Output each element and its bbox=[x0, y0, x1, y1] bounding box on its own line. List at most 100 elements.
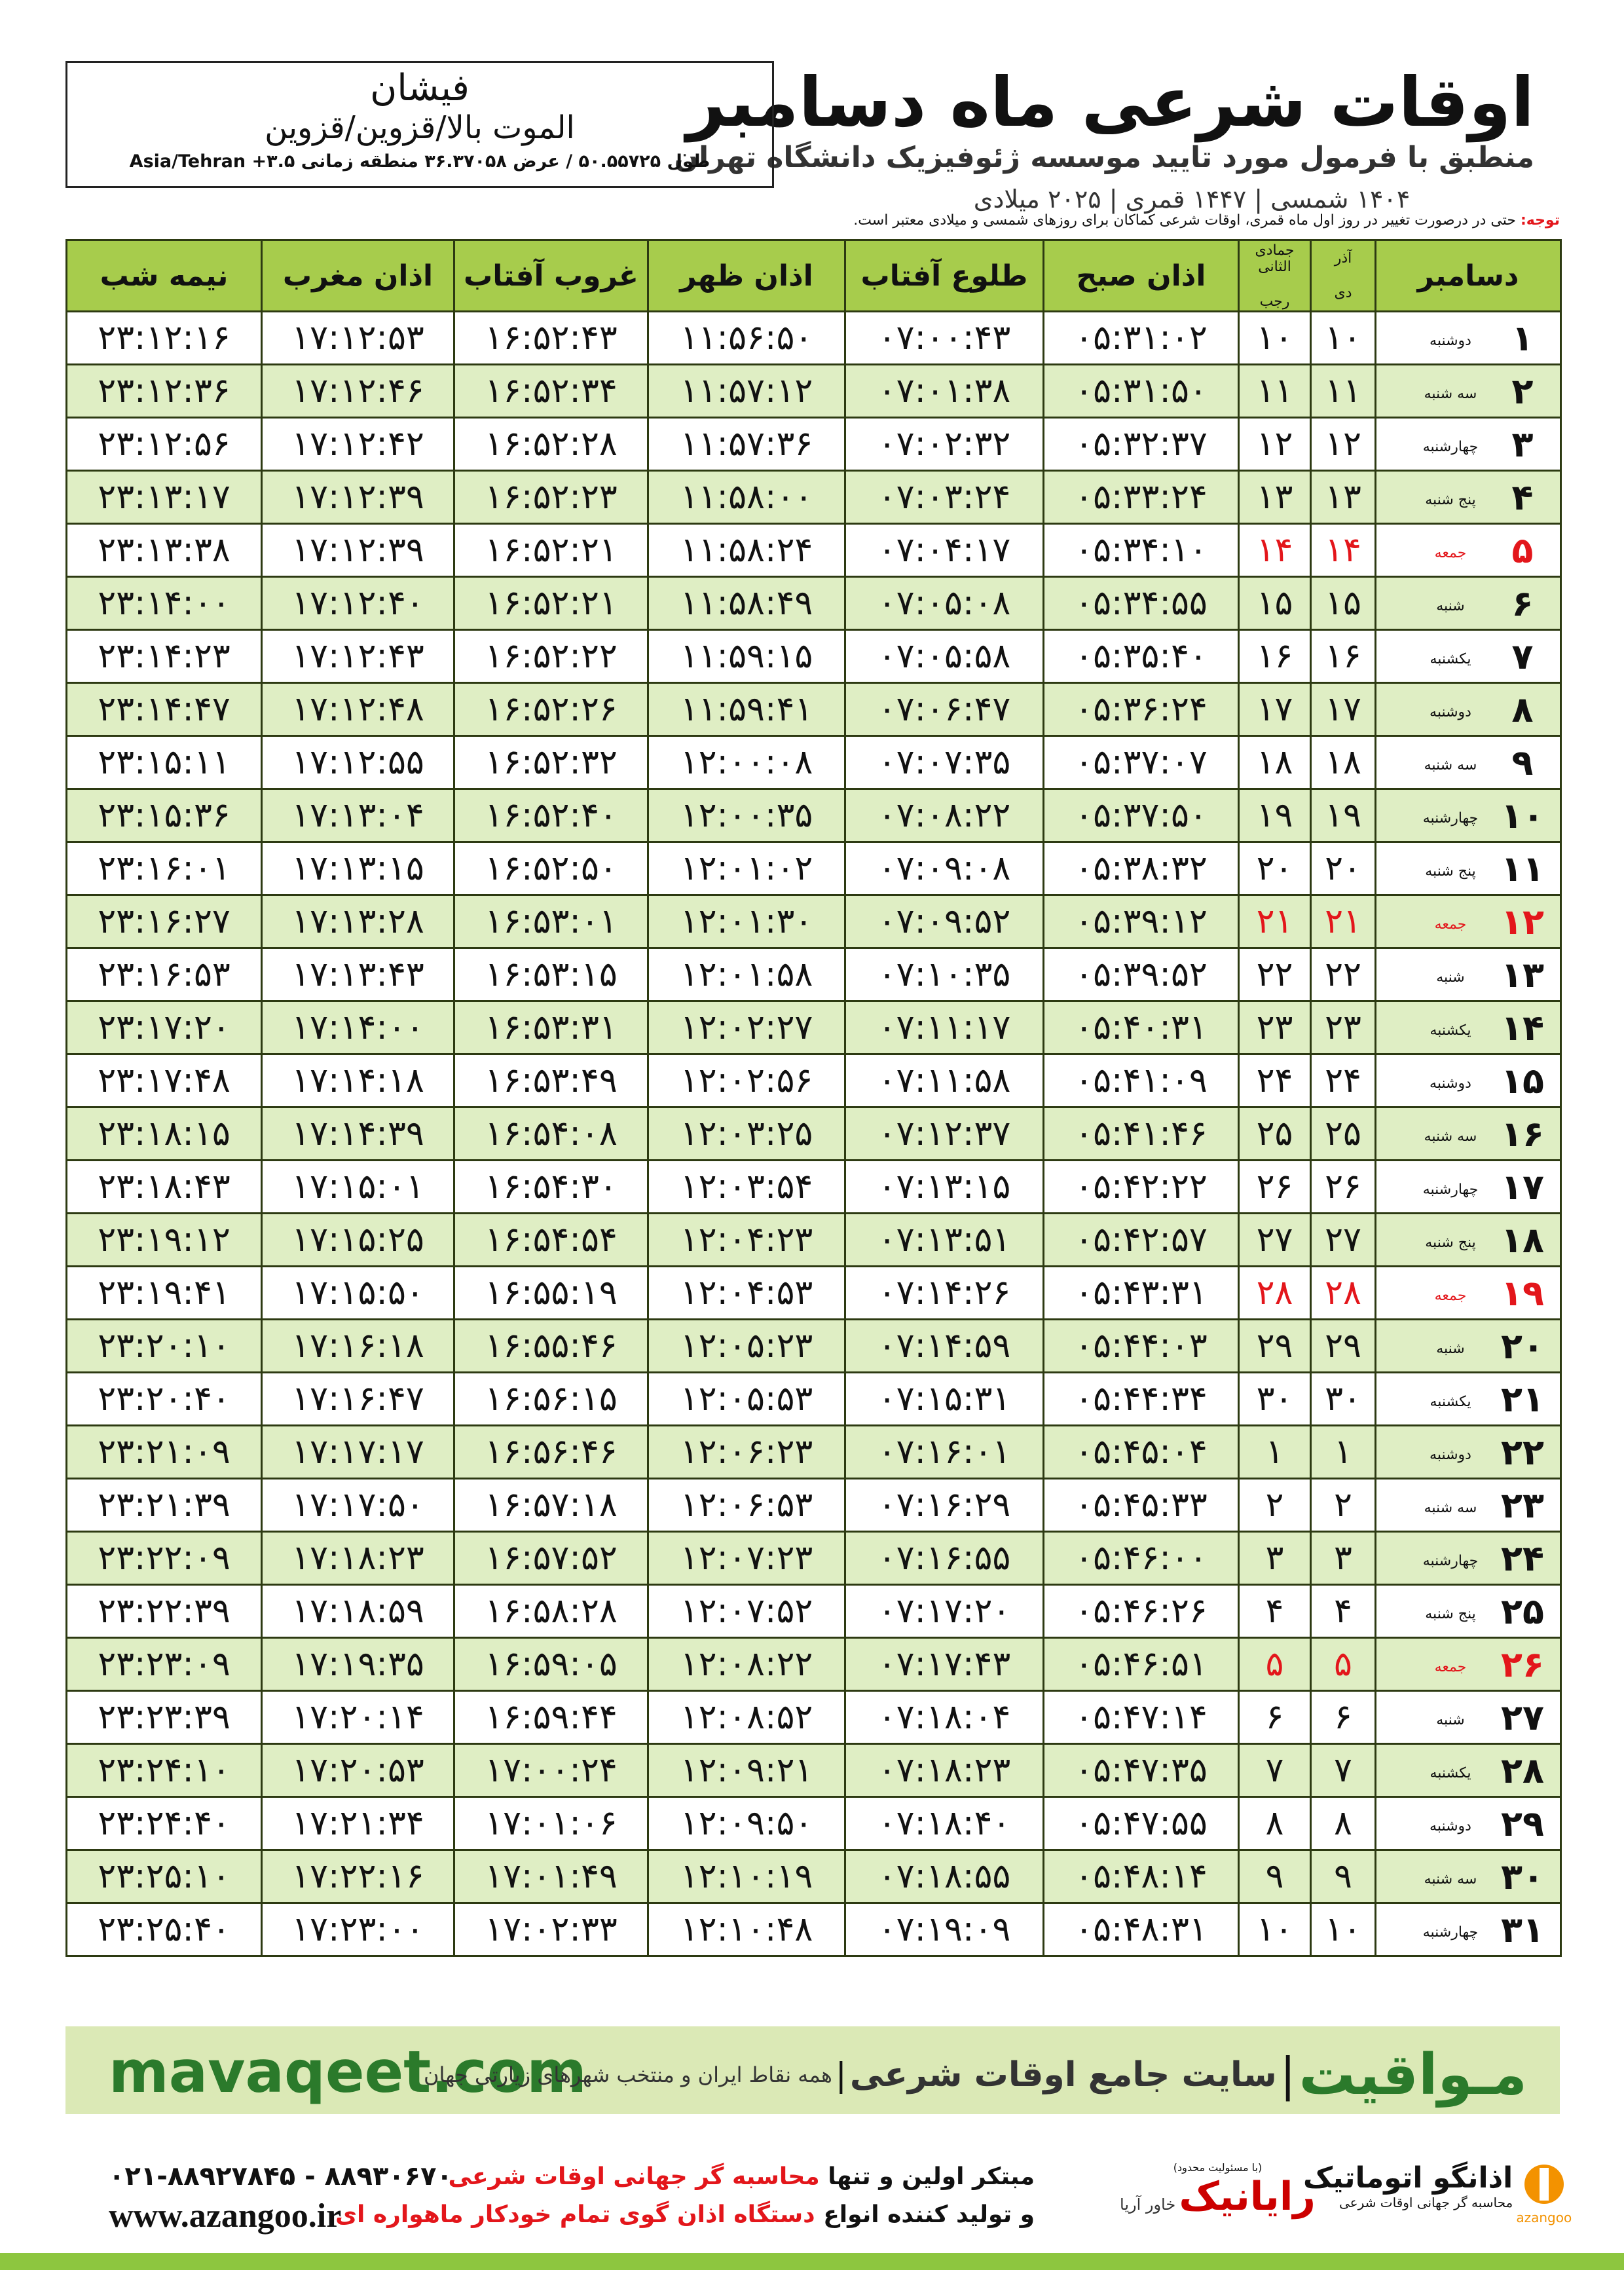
time-cell: ۲۳:۱۶:۰۱ bbox=[65, 841, 263, 896]
time-cell: ۱۶:۵۳:۴۹ bbox=[453, 1053, 649, 1108]
day-number: ۱۵ bbox=[1501, 1060, 1544, 1102]
time-cell: ۱۱:۵۶:۵۰ bbox=[647, 310, 846, 365]
time-cell: ۱۲:۰۲:۵۶ bbox=[647, 1053, 846, 1108]
time-cell: ۰۵:۳۸:۳۲ bbox=[1043, 841, 1240, 896]
day-cell: ۱۸ پنج شنبه bbox=[1375, 1212, 1562, 1267]
lunar-day: ۲۹ bbox=[1238, 1318, 1312, 1373]
time-cell: ۰۷:۰۶:۴۷ bbox=[844, 682, 1044, 737]
text: و تولید کننده انواع bbox=[823, 2201, 1035, 2228]
time-cell: ۲۳:۱۴:۰۰ bbox=[65, 576, 263, 631]
day-number: ۲۶ bbox=[1501, 1643, 1544, 1685]
weekday: چهارشنبه bbox=[1422, 810, 1479, 827]
time-cell: ۲۳:۲۵:۱۰ bbox=[65, 1849, 263, 1904]
table-row: ۲۰شنبه ۲۹ ۲۹ ۰۵:۴۴:۰۳ ۰۷:۱۴:۵۹ ۱۲:۰۵:۲۳ ۱۶:۵۵:… bbox=[65, 1318, 1562, 1373]
solar-day: ۲۷ bbox=[1310, 1212, 1376, 1267]
time-cell: ۱۶:۵۷:۱۸ bbox=[453, 1478, 649, 1533]
lunar-day: ۸ bbox=[1238, 1796, 1312, 1851]
text: رایانیک bbox=[1179, 2174, 1316, 2220]
solar-day: ۲۹ bbox=[1310, 1318, 1376, 1373]
header-cell: اذان صبح bbox=[1043, 239, 1240, 312]
day-number: ۲۹ bbox=[1501, 1802, 1544, 1844]
time-cell: ۱۷:۱۴:۰۰ bbox=[261, 1000, 455, 1055]
time-cell: ۱۲:۰۰:۳۵ bbox=[647, 788, 846, 843]
header-cell: اذان مغرب bbox=[261, 239, 455, 312]
time-cell: ۲۳:۱۶:۲۷ bbox=[65, 894, 263, 949]
azangoo-logo: azangoo اذانگو اتوماتیک محاسبه گر جهانی … bbox=[1303, 2161, 1572, 2225]
day-number: ۲۸ bbox=[1501, 1749, 1544, 1791]
time-cell: ۰۷:۱۲:۳۷ bbox=[844, 1106, 1044, 1161]
table-row: ۱دوشنبه ۱۰ ۱۰ ۰۵:۳۱:۰۲ ۰۷:۰۰:۴۳ ۱۱:۵۶:۵۰ ۱۶:۵۲… bbox=[65, 310, 1562, 365]
time-cell: ۱۲:۰۶:۵۳ bbox=[647, 1478, 846, 1533]
time-cell: ۱۶:۵۲:۲۶ bbox=[453, 682, 649, 737]
table-row: ۶شنبه ۱۵ ۱۵ ۰۵:۳۴:۵۵ ۰۷:۰۵:۰۸ ۱۱:۵۸:۴۹ ۱۶:۵۲:۲… bbox=[65, 576, 1562, 631]
lunar-day: ۲۱ bbox=[1238, 894, 1312, 949]
solar-day: ۲۰ bbox=[1310, 841, 1376, 896]
lunar-day: ۱۲ bbox=[1238, 417, 1312, 472]
time-cell: ۱۶:۵۲:۲۳ bbox=[453, 470, 649, 525]
time-cell: ۰۷:۰۹:۵۲ bbox=[844, 894, 1044, 949]
lunar-day: ۹ bbox=[1238, 1849, 1312, 1904]
day-cell: ۳۰ سه شنبه bbox=[1375, 1849, 1562, 1904]
day-number: ۵ bbox=[1511, 529, 1534, 571]
header-cell: جمادی الثانی رجب bbox=[1238, 239, 1312, 312]
header-top: آذر bbox=[1334, 250, 1352, 267]
time-cell: ۰۵:۳۵:۴۰ bbox=[1043, 629, 1240, 684]
time-cell: ۱۶:۵۵:۴۶ bbox=[453, 1318, 649, 1373]
time-cell: ۰۵:۳۱:۰۲ bbox=[1043, 310, 1240, 365]
weekday: جمعه bbox=[1434, 1659, 1467, 1675]
time-cell: ۰۵:۴۲:۵۷ bbox=[1043, 1212, 1240, 1267]
time-cell: ۱۶:۵۴:۵۴ bbox=[453, 1212, 649, 1267]
lunar-day: ۱۸ bbox=[1238, 735, 1312, 790]
weekday: دوشنبه bbox=[1430, 1818, 1471, 1834]
day-cell: ۱۷ چهارشنبه bbox=[1375, 1159, 1562, 1214]
time-cell: ۱۶:۵۳:۰۱ bbox=[453, 894, 649, 949]
table-row: ۳چهارشنبه ۱۲ ۱۲ ۰۵:۳۲:۳۷ ۰۷:۰۲:۳۲ ۱۱:۵۷:۳۶ ۱۶:… bbox=[65, 417, 1562, 472]
time-cell: ۰۵:۴۰:۳۱ bbox=[1043, 1000, 1240, 1055]
day-number: ۳ bbox=[1511, 423, 1534, 465]
logo-icon bbox=[1524, 2165, 1564, 2204]
lunar-day: ۱۰ bbox=[1238, 1902, 1312, 1957]
table-row: ۲۲دوشنبه ۱ ۱ ۰۵:۴۵:۰۴ ۰۷:۱۶:۰۱ ۱۲:۰۶:۲۳ ۱۶:۵۶:… bbox=[65, 1424, 1562, 1479]
table-row: ۱۴یکشنبه ۲۳ ۲۳ ۰۵:۴۰:۳۱ ۰۷:۱۱:۱۷ ۱۲:۰۲:۲۷ ۱۶:۵… bbox=[65, 1000, 1562, 1055]
weekday: سه شنبه bbox=[1424, 1128, 1477, 1145]
time-cell: ۰۷:۱۱:۱۷ bbox=[844, 1000, 1044, 1055]
banner: mavaqeet.com مـواقیت | سایت جامع اوقات ش… bbox=[65, 2026, 1560, 2114]
day-cell: ۱۲ جمعه bbox=[1375, 894, 1562, 949]
lunar-day: ۲۲ bbox=[1238, 947, 1312, 1002]
website: www.azangoo.ir bbox=[109, 2197, 342, 2235]
lunar-day: ۴ bbox=[1238, 1584, 1312, 1639]
time-cell: ۱۲:۰۰:۰۸ bbox=[647, 735, 846, 790]
time-cell: ۲۳:۲۰:۴۰ bbox=[65, 1371, 263, 1426]
weekday: جمعه bbox=[1434, 916, 1467, 933]
coords: طول ۵۰.۵۵۷۲۵ / عرض ۳۶.۳۷۰۵۸ منطقه زمانی … bbox=[129, 151, 710, 172]
weekday: دوشنبه bbox=[1430, 1075, 1471, 1092]
time-cell: ۱۶:۵۲:۴۳ bbox=[453, 310, 649, 365]
day-cell: ۲۴ چهارشنبه bbox=[1375, 1531, 1562, 1586]
time-cell: ۲۳:۱۹:۱۲ bbox=[65, 1212, 263, 1267]
lunar-day: ۲ bbox=[1238, 1478, 1312, 1533]
table-row: ۱۶سه شنبه ۲۵ ۲۵ ۰۵:۴۱:۴۶ ۰۷:۱۲:۳۷ ۱۲:۰۳:۲۵ ۱۶:… bbox=[65, 1106, 1562, 1161]
time-cell: ۱۱:۵۸:۰۰ bbox=[647, 470, 846, 525]
weekday: شنبه bbox=[1436, 1712, 1465, 1728]
time-cell: ۲۳:۲۲:۳۹ bbox=[65, 1584, 263, 1639]
weekday: پنج شنبه bbox=[1425, 1606, 1476, 1622]
time-cell: ۱۷:۲۳:۰۰ bbox=[261, 1902, 455, 1957]
time-cell: ۱۷:۱۳:۱۵ bbox=[261, 841, 455, 896]
time-cell: ۱۷:۱۵:۵۰ bbox=[261, 1265, 455, 1320]
time-cell: ۱۷:۱۹:۳۵ bbox=[261, 1637, 455, 1692]
lunar-day: ۱۱ bbox=[1238, 363, 1312, 419]
time-cell: ۱۲:۰۷:۵۲ bbox=[647, 1584, 846, 1639]
day-cell: ۱۴ یکشنبه bbox=[1375, 1000, 1562, 1055]
lunar-day: ۵ bbox=[1238, 1637, 1312, 1692]
time-cell: ۱۷:۱۲:۴۳ bbox=[261, 629, 455, 684]
time-cell: ۱۶:۵۲:۲۲ bbox=[453, 629, 649, 684]
weekday: پنج شنبه bbox=[1425, 863, 1476, 880]
time-cell: ۱۷:۱۴:۱۸ bbox=[261, 1053, 455, 1108]
time-cell: ۱۷:۱۲:۴۶ bbox=[261, 363, 455, 419]
time-cell: ۲۳:۱۳:۱۷ bbox=[65, 470, 263, 525]
time-cell: ۰۷:۰۵:۰۸ bbox=[844, 576, 1044, 631]
weekday: سه شنبه bbox=[1424, 1871, 1477, 1888]
time-cell: ۲۳:۱۴:۴۷ bbox=[65, 682, 263, 737]
time-cell: ۰۵:۴۶:۲۶ bbox=[1043, 1584, 1240, 1639]
table-row: ۷یکشنبه ۱۶ ۱۶ ۰۵:۳۵:۴۰ ۰۷:۰۵:۵۸ ۱۱:۵۹:۱۵ ۱۶:۵۲… bbox=[65, 629, 1562, 684]
